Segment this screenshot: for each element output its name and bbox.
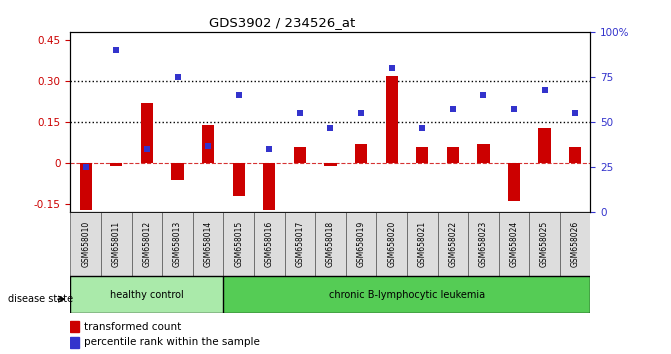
Bar xyxy=(294,147,306,163)
Text: GSM658010: GSM658010 xyxy=(81,221,91,267)
Bar xyxy=(171,163,184,179)
Point xyxy=(356,110,366,116)
Bar xyxy=(70,212,101,276)
Point xyxy=(386,65,397,71)
Point xyxy=(417,125,427,130)
Bar xyxy=(508,163,520,201)
Point xyxy=(509,107,519,112)
Bar xyxy=(346,212,376,276)
Text: GSM658019: GSM658019 xyxy=(356,221,366,267)
Text: GDS3902 / 234526_at: GDS3902 / 234526_at xyxy=(209,16,355,29)
Bar xyxy=(477,144,490,163)
Text: healthy control: healthy control xyxy=(110,290,184,300)
Point xyxy=(81,164,91,170)
Bar xyxy=(80,163,92,210)
Bar xyxy=(101,212,132,276)
Bar xyxy=(132,212,162,276)
Text: GSM658012: GSM658012 xyxy=(142,221,152,267)
Bar xyxy=(447,147,459,163)
Bar xyxy=(162,212,193,276)
Bar xyxy=(202,125,214,163)
Bar xyxy=(376,212,407,276)
Bar xyxy=(254,212,285,276)
Bar xyxy=(538,127,551,163)
Bar xyxy=(223,212,254,276)
Point xyxy=(111,47,121,53)
Bar xyxy=(285,212,315,276)
Point xyxy=(203,143,213,148)
Text: GSM658022: GSM658022 xyxy=(448,221,458,267)
Bar xyxy=(386,76,398,163)
Bar xyxy=(407,212,437,276)
Bar xyxy=(499,212,529,276)
Text: GSM658015: GSM658015 xyxy=(234,221,243,267)
Bar xyxy=(70,276,223,313)
Bar xyxy=(529,212,560,276)
Bar xyxy=(355,144,367,163)
Bar xyxy=(315,212,346,276)
Bar xyxy=(110,163,122,166)
Text: GSM658023: GSM658023 xyxy=(479,221,488,267)
Bar xyxy=(193,212,223,276)
Text: percentile rank within the sample: percentile rank within the sample xyxy=(84,337,260,348)
Bar xyxy=(416,147,428,163)
Point xyxy=(295,110,305,116)
Text: GSM658014: GSM658014 xyxy=(203,221,213,267)
Text: GSM658026: GSM658026 xyxy=(570,221,580,267)
Text: GSM658021: GSM658021 xyxy=(418,221,427,267)
Point xyxy=(448,107,458,112)
Text: GSM658013: GSM658013 xyxy=(173,221,182,267)
Point xyxy=(478,92,488,98)
Bar xyxy=(70,337,79,348)
Bar xyxy=(569,147,581,163)
Text: GSM658025: GSM658025 xyxy=(540,221,549,267)
Point xyxy=(172,74,183,80)
Bar xyxy=(263,163,275,210)
Text: GSM658024: GSM658024 xyxy=(509,221,519,267)
Point xyxy=(539,87,550,92)
Point xyxy=(234,92,244,98)
Text: GSM658017: GSM658017 xyxy=(295,221,305,267)
Text: GSM658011: GSM658011 xyxy=(112,221,121,267)
Text: GSM658020: GSM658020 xyxy=(387,221,396,267)
Point xyxy=(264,147,274,152)
Point xyxy=(325,125,336,130)
Bar xyxy=(233,163,245,196)
Point xyxy=(570,110,580,116)
Text: GSM658018: GSM658018 xyxy=(326,221,335,267)
Bar xyxy=(223,276,590,313)
Text: chronic B-lymphocytic leukemia: chronic B-lymphocytic leukemia xyxy=(329,290,485,300)
Bar xyxy=(324,163,337,166)
Bar xyxy=(560,212,590,276)
Point xyxy=(142,147,152,152)
Text: GSM658016: GSM658016 xyxy=(265,221,274,267)
Text: disease state: disease state xyxy=(8,294,73,304)
Bar xyxy=(437,212,468,276)
Text: transformed count: transformed count xyxy=(84,321,181,332)
Bar xyxy=(141,103,153,163)
Bar xyxy=(70,321,79,332)
Bar xyxy=(468,212,499,276)
